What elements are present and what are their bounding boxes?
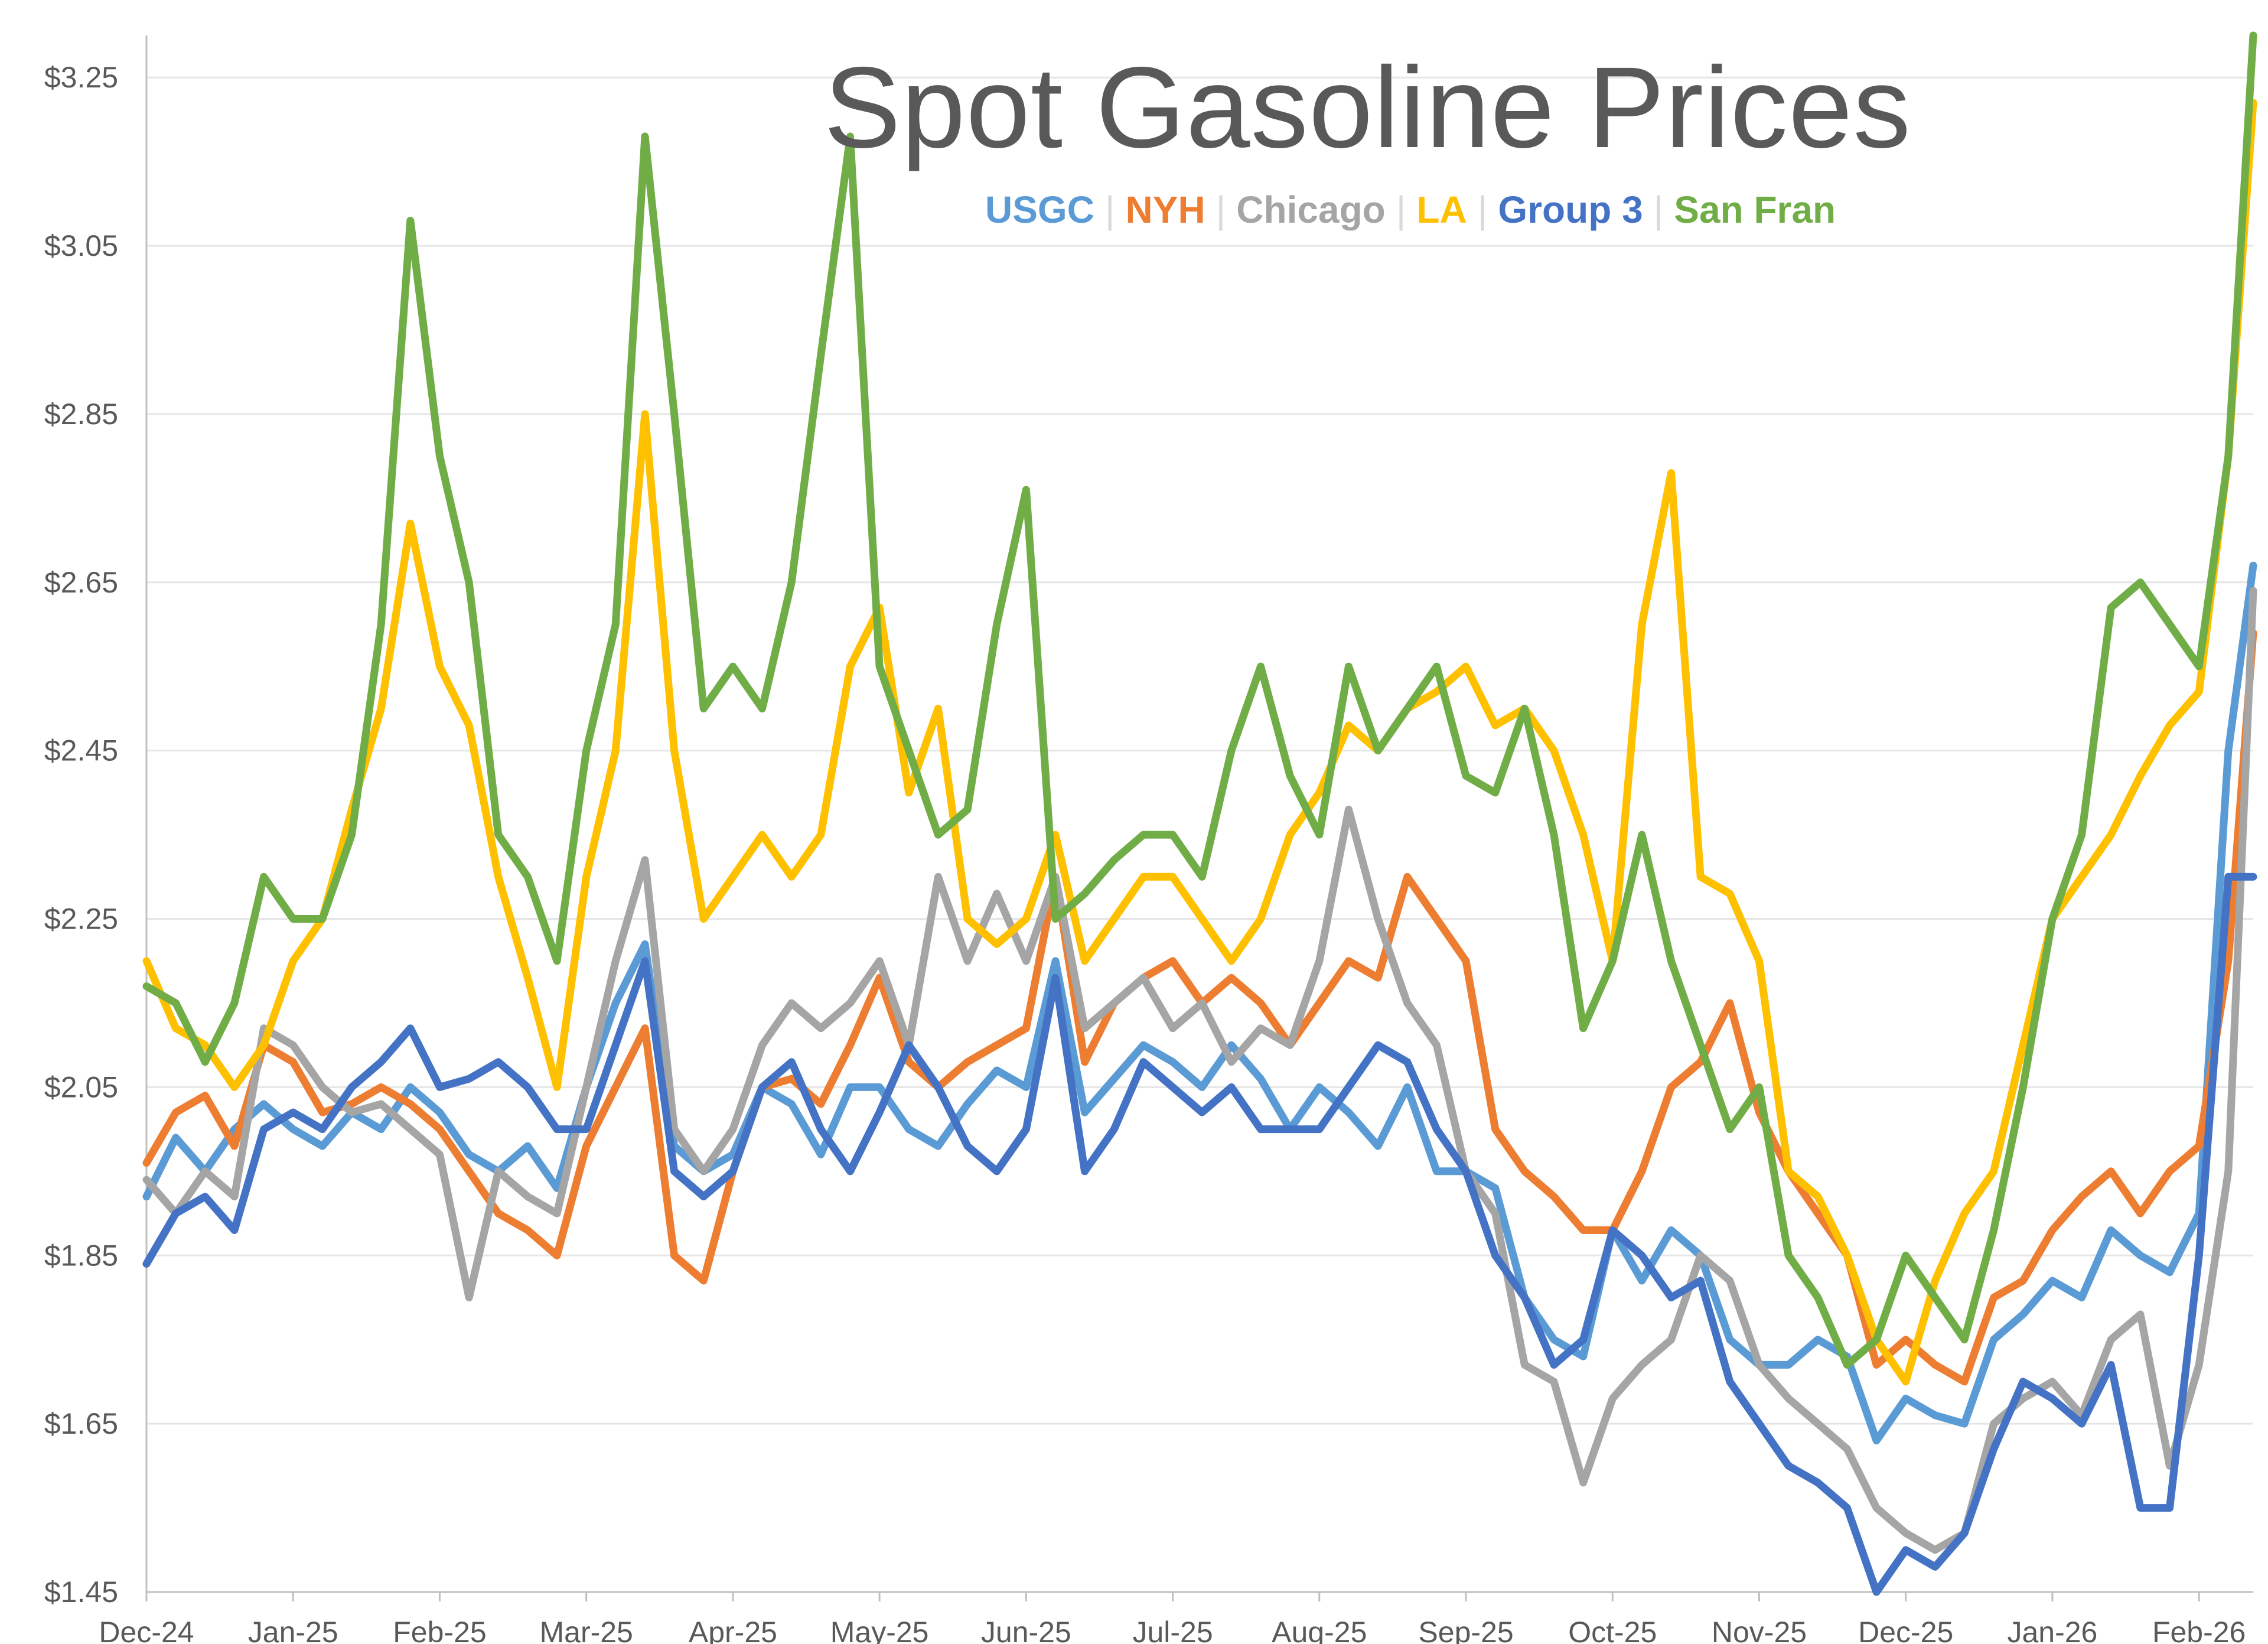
series-line-la bbox=[142, 99, 2257, 1386]
x-tick-label: Mar-25 bbox=[539, 1616, 633, 1644]
series-lines bbox=[142, 31, 2257, 1596]
x-tick-label: Apr-25 bbox=[689, 1616, 777, 1644]
x-tick-label: Dec-24 bbox=[99, 1616, 194, 1644]
x-tick-label: Sep-25 bbox=[1418, 1616, 1513, 1644]
legend-separator: | bbox=[1216, 188, 1226, 231]
legend-group-3: Group 3 bbox=[1498, 188, 1643, 231]
y-tick-label: $2.25 bbox=[44, 903, 118, 936]
x-tick-label: Aug-25 bbox=[1272, 1616, 1367, 1644]
axes: $1.45 $1.65 $1.85 $2.05 $2.25 $2.45 $2.65 $2.85… bbox=[44, 35, 2253, 1644]
legend: USGC | NYH | Chicago | LA | Group 3 | San Fran bbox=[985, 188, 1836, 232]
series-line-group-3 bbox=[142, 873, 2257, 1596]
x-tick-label: Dec-25 bbox=[1858, 1616, 1953, 1644]
x-tick-label: Nov-25 bbox=[1712, 1616, 1807, 1644]
x-tick-label: Jan-25 bbox=[248, 1616, 338, 1644]
series-line-san-fran bbox=[142, 31, 2257, 1369]
legend-separator: | bbox=[1653, 188, 1664, 231]
x-tick-label: May-25 bbox=[830, 1616, 929, 1644]
y-tick-label: $2.05 bbox=[44, 1070, 118, 1103]
series-line-chicago bbox=[142, 587, 2257, 1554]
legend-separator: | bbox=[1477, 188, 1488, 231]
legend-separator: | bbox=[1396, 188, 1406, 231]
legend-la: LA bbox=[1416, 188, 1467, 231]
legend-chicago: Chicago bbox=[1236, 188, 1386, 231]
x-tick-label: Jan-26 bbox=[2007, 1616, 2097, 1644]
y-tick-label: $2.65 bbox=[44, 566, 118, 599]
x-tick-label: Oct-25 bbox=[1568, 1616, 1657, 1644]
legend-nyh: NYH bbox=[1125, 188, 1205, 231]
y-tick-label: $2.45 bbox=[44, 734, 118, 767]
y-tick-label: $1.45 bbox=[44, 1575, 118, 1609]
chart-title: Spot Gasoline Prices bbox=[824, 43, 1911, 172]
x-tick-label: Jul-25 bbox=[1132, 1616, 1213, 1644]
legend-san-fran: San Fran bbox=[1674, 188, 1836, 231]
legend-separator: | bbox=[1104, 188, 1115, 231]
legend-usgc: USGC bbox=[985, 188, 1094, 231]
y-tick-label: $1.65 bbox=[44, 1407, 118, 1440]
x-tick-label: Feb-26 bbox=[2152, 1616, 2246, 1644]
y-tick-label: $3.25 bbox=[44, 61, 118, 94]
x-tick-label: Jun-25 bbox=[981, 1616, 1071, 1644]
y-tick-label: $1.85 bbox=[44, 1239, 118, 1272]
y-tick-label: $3.05 bbox=[44, 229, 118, 262]
x-tick-label: Feb-25 bbox=[393, 1616, 486, 1644]
y-tick-label: $2.85 bbox=[44, 398, 118, 431]
